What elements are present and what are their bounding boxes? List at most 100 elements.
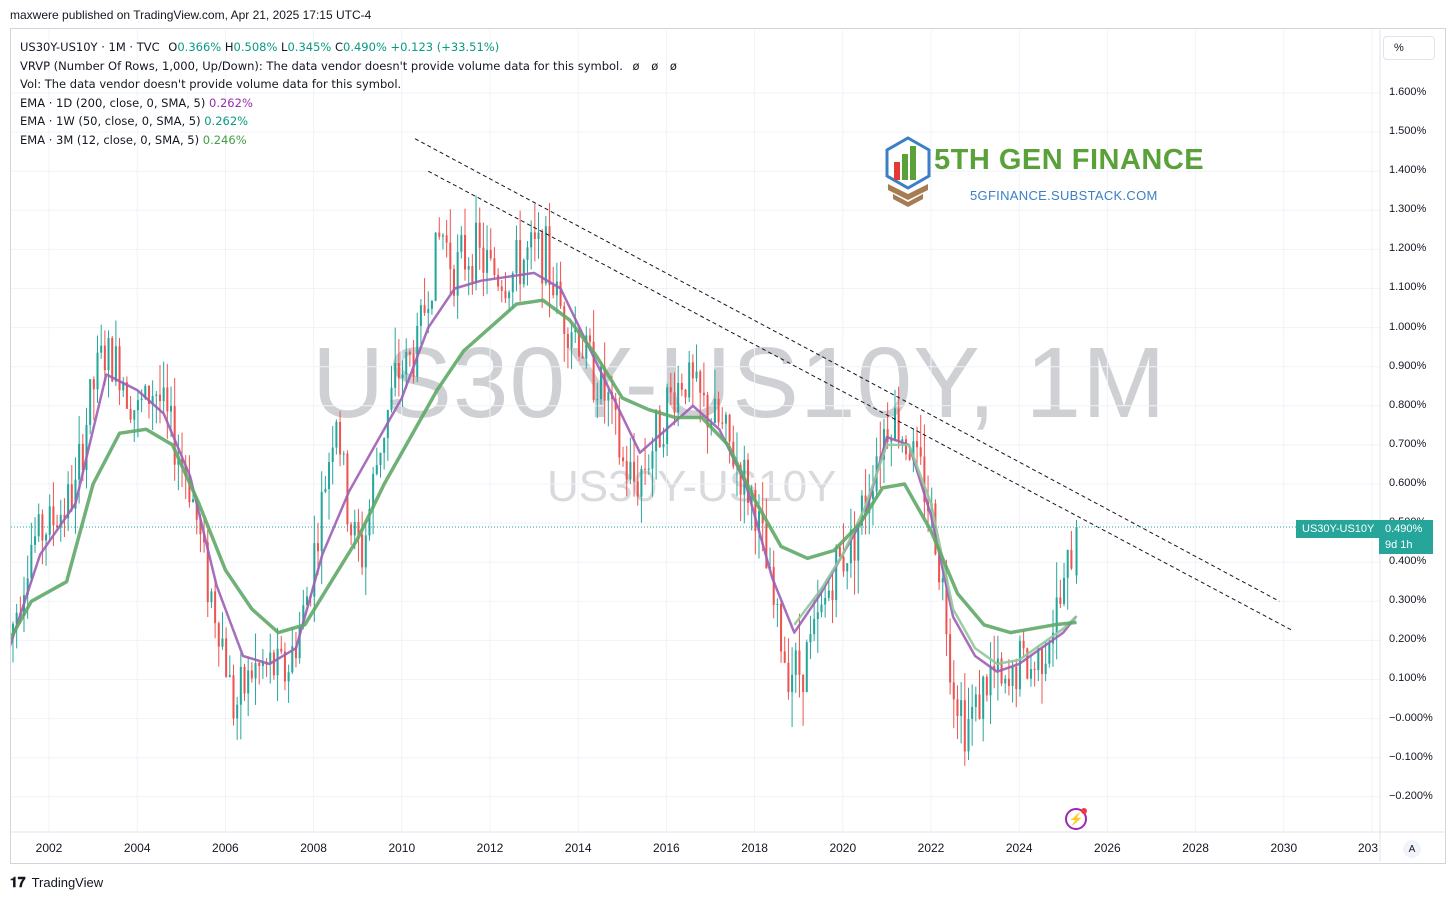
candle-body <box>754 490 757 531</box>
candle-body <box>390 387 393 411</box>
candle-body <box>618 409 621 458</box>
time-tick-label: 2002 <box>35 841 63 855</box>
publish-caption: maxwere published on TradingView.com, Ap… <box>10 8 372 22</box>
candle-body <box>261 661 264 667</box>
candle-body <box>963 700 966 752</box>
symbol-watermark-large: US30Y-US10Y, 1M <box>312 327 1167 439</box>
candle-body <box>92 379 95 390</box>
candle-body <box>644 468 647 470</box>
candle-body <box>37 514 40 537</box>
candle-body <box>669 387 672 393</box>
price-tick-label: 1.200% <box>1389 242 1427 255</box>
time-tick-label: 2010 <box>388 841 416 855</box>
candle-body <box>74 479 77 509</box>
candle-body <box>140 398 143 401</box>
candle-body <box>397 363 400 379</box>
candle-body <box>56 525 59 528</box>
ema-3m-row[interactable]: EMA · 3M (12, close, 0, SMA, 5) 0.246% <box>20 131 681 150</box>
ohlc-close-label: C <box>334 40 344 54</box>
brand-logo-icon <box>885 136 931 207</box>
candle-body <box>342 453 345 455</box>
ema-1d-row[interactable]: EMA · 1D (200, close, 0, SMA, 5) 0.262% <box>20 94 681 113</box>
price-tick-label: 1.300% <box>1389 203 1427 216</box>
candle-body <box>236 704 239 719</box>
candle-body <box>52 506 55 526</box>
brand-url: 5GFINANCE.SUBSTACK.COM <box>970 188 1158 203</box>
time-tick-label: 2012 <box>476 841 504 855</box>
price-tick-label: −0.100% <box>1389 750 1433 763</box>
candle-body <box>919 447 922 457</box>
candle-body <box>302 605 305 627</box>
tradingview-logo-icon: 𝟏𝟕 <box>10 874 26 890</box>
candle-body <box>441 235 444 237</box>
ohlc-high: 0.508% <box>233 40 278 54</box>
candle-body <box>563 306 566 335</box>
volume-row[interactable]: Vol: The data vendor doesn't provide vol… <box>20 75 681 94</box>
ema-1w-row[interactable]: EMA · 1W (50, close, 0, SMA, 5) 0.262% <box>20 112 681 131</box>
ohlc-close: 0.490% <box>343 40 387 54</box>
time-tick-label: 2030 <box>1270 841 1298 855</box>
candle-body <box>243 666 246 694</box>
vrvp-hidden-icons[interactable]: ø ø ø <box>632 58 681 73</box>
candle-body <box>254 662 257 679</box>
vrvp-row[interactable]: VRVP (Number Of Rows, 1,000, Up/Down): T… <box>20 57 681 76</box>
candle-body <box>78 443 81 480</box>
candle-body <box>489 249 492 259</box>
symbol-info[interactable]: US30Y-US10Y · 1M · TVC <box>20 40 160 54</box>
candle-body <box>728 414 731 442</box>
candle-body <box>1011 666 1014 686</box>
time-tick-label: 2008 <box>300 841 327 855</box>
candle-body <box>463 234 467 270</box>
time-tick-label: 2014 <box>564 841 592 855</box>
flash-icon[interactable]: ⚡ <box>1065 808 1087 830</box>
candle-body <box>287 672 290 682</box>
candle-body <box>89 379 92 425</box>
candle-body <box>673 392 676 413</box>
candle-body <box>599 366 602 400</box>
candle-body <box>508 292 511 299</box>
candle-body <box>1070 549 1073 569</box>
time-tick-label: 2026 <box>1094 841 1121 855</box>
candle-body <box>48 506 51 535</box>
candle-body <box>831 590 834 600</box>
candle-body <box>530 232 533 248</box>
last-price-symbol-tag: US30Y-US10Y <box>1296 520 1381 538</box>
candle-body <box>640 468 643 497</box>
last-price-value: 0.490% <box>1385 523 1423 535</box>
candle-body <box>416 325 419 377</box>
tradingview-label: TradingView <box>31 875 104 890</box>
candle-body <box>838 546 841 557</box>
candle-body <box>974 694 977 708</box>
candle-body <box>81 443 84 471</box>
ohlc-open: 0.366% <box>177 40 222 54</box>
notification-dot <box>1081 808 1087 814</box>
candle-body <box>217 623 220 647</box>
footer-brand[interactable]: 𝟏𝟕 TradingView <box>10 874 103 891</box>
candle-body <box>1037 648 1040 671</box>
candle-body <box>890 439 893 442</box>
percent-scale-button[interactable]: % <box>1383 36 1435 60</box>
candle-body <box>541 232 544 284</box>
price-tick-label: 1.100% <box>1389 281 1427 294</box>
candle-body <box>1007 678 1010 686</box>
candle-body <box>544 226 547 284</box>
plot-area <box>11 138 1380 766</box>
candle-body <box>820 604 823 613</box>
candle-body <box>791 674 794 693</box>
candle-body <box>434 232 437 301</box>
candle-body <box>269 652 272 665</box>
candle-body <box>647 468 650 470</box>
ema-3m-value: 0.246% <box>202 132 247 147</box>
candle-body <box>500 286 503 291</box>
candle-body <box>938 554 941 583</box>
candle-body <box>15 612 18 624</box>
candle-body <box>629 461 632 480</box>
candle-body <box>449 242 452 270</box>
chart-frame[interactable] <box>10 28 1446 864</box>
candle-body <box>765 523 768 569</box>
candle-body <box>533 232 536 239</box>
candle-body <box>96 352 99 390</box>
candle-body <box>581 356 584 359</box>
auto-scale-button[interactable]: A <box>1403 840 1421 858</box>
